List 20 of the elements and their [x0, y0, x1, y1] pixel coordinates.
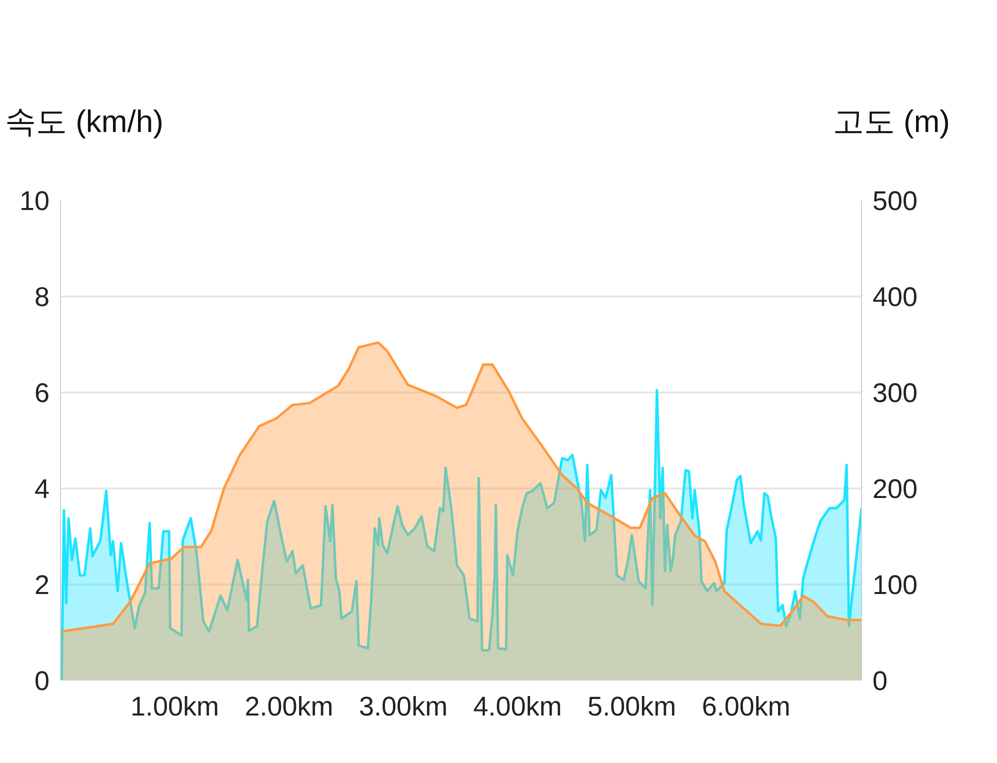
y-tick-label: 0 [34, 666, 50, 696]
y2-tick-label: 300 [872, 378, 918, 408]
y2-tick-label: 100 [872, 570, 918, 600]
y2-axis-title: 고도 (m) [832, 103, 950, 141]
x-tick-label: 6.00km [702, 692, 790, 722]
y-tick-label: 2 [34, 570, 50, 600]
y-tick-label: 4 [34, 474, 50, 504]
y2-tick-label: 400 [872, 282, 918, 312]
y-axis-title: 속도 (km/h) [5, 103, 164, 141]
x-tick-label: 2.00km [244, 692, 334, 722]
y-tick-label: 8 [34, 282, 50, 312]
y2-tick-label: 0 [872, 666, 888, 696]
x-tick-label: 1.00km [130, 692, 220, 722]
y2-tick-label: 500 [872, 186, 918, 216]
y-tick-label: 6 [34, 378, 50, 408]
x-tick-label: 3.00km [359, 692, 448, 722]
y-tick-label: 10 [19, 186, 50, 216]
x-tick-label: 5.00km [588, 692, 676, 722]
y2-tick-label: 200 [872, 474, 918, 504]
x-tick-label: 4.00km [473, 692, 562, 722]
